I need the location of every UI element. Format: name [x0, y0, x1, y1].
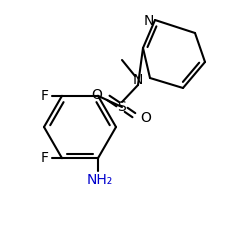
Text: S: S	[118, 100, 126, 114]
Text: N: N	[133, 73, 143, 87]
Text: F: F	[41, 89, 49, 103]
Text: F: F	[41, 151, 49, 165]
Text: NH₂: NH₂	[87, 173, 113, 187]
Text: O: O	[91, 88, 102, 102]
Text: N: N	[144, 14, 154, 28]
Text: O: O	[140, 111, 152, 125]
